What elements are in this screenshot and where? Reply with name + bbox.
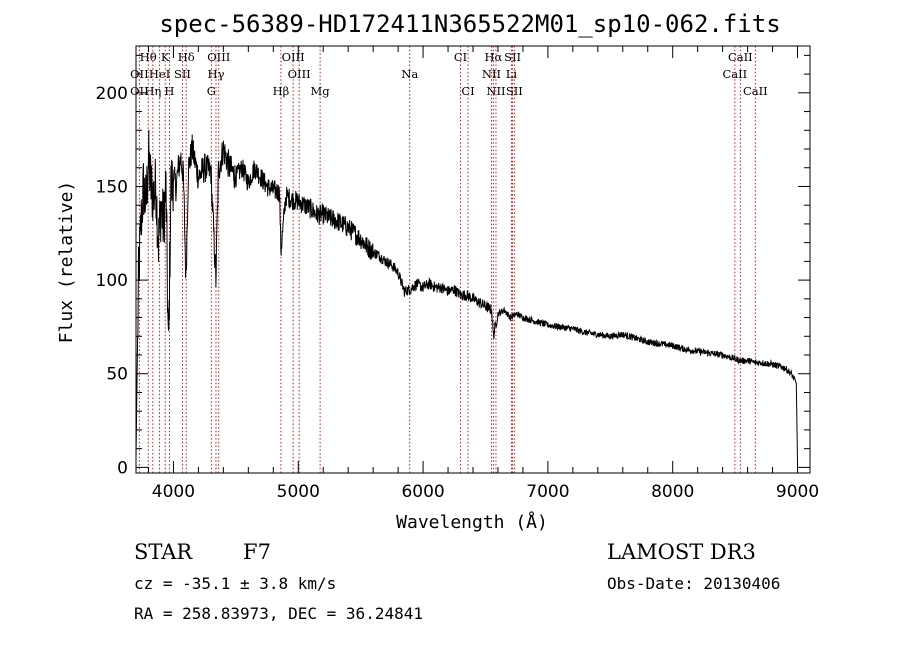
spectral-line-label: Mg <box>311 84 331 98</box>
y-tick-label: 200 <box>96 84 128 104</box>
y-tick-label: 50 <box>106 365 128 385</box>
spectral-line-label: Hδ <box>178 50 195 64</box>
spectral-line-label: K <box>161 50 170 64</box>
spectral-line-label: SII <box>506 84 523 98</box>
spectral-line-markers <box>138 46 756 473</box>
spectral-line-label: Hβ <box>273 84 290 98</box>
x-axis-label: Wavelength (Å) <box>396 511 548 533</box>
object-class: STAR <box>134 540 193 564</box>
plot-frame <box>135 45 811 474</box>
x-tick-label: 5000 <box>277 482 320 502</box>
spectral-line-label: G <box>207 84 216 98</box>
spectral-line-label: Hα <box>484 50 502 64</box>
x-axis-ticks: 4000 5000 6000 7000 8000 9000 <box>147 46 819 502</box>
x-tick-label: 9000 <box>776 482 819 502</box>
spectral-line-label: SII <box>504 50 521 64</box>
spectral-line-label: CI <box>454 50 467 64</box>
object-subclass: F7 <box>243 540 271 564</box>
spectral-line-label: CaII <box>728 50 753 64</box>
spectral-line-label: H <box>164 84 174 98</box>
spectral-line-label: Na <box>401 67 418 81</box>
spectral-line-label: NII <box>486 84 505 98</box>
spectral-line-label: CI <box>461 84 474 98</box>
y-tick-label: 150 <box>96 177 128 197</box>
coordinates-text: RA = 258.83973, DEC = 36.24841 <box>134 604 423 623</box>
spectral-line-label: OIII <box>288 67 311 81</box>
spectral-line-label: Li <box>506 67 518 81</box>
redshift-text: cz = -35.1 ± 3.8 km/s <box>134 574 337 593</box>
spectral-line-label: OIII <box>207 50 230 64</box>
x-tick-label: 6000 <box>401 482 444 502</box>
obs-date: Obs-Date: 20130406 <box>607 574 781 593</box>
y-tick-label: 100 <box>96 271 128 291</box>
survey-name: LAMOST DR3 <box>607 540 756 564</box>
x-tick-label: 7000 <box>526 482 569 502</box>
y-axis-ticks: 0 50 100 150 200 <box>96 54 810 478</box>
y-axis-label: Flux (relative) <box>56 181 77 344</box>
spectral-line-label: CaII <box>743 84 768 98</box>
x-tick-label: 8000 <box>651 482 694 502</box>
x-tick-label: 4000 <box>152 482 195 502</box>
spectral-line-label: NII <box>482 67 501 81</box>
spectral-line-label: Hθ <box>140 50 157 64</box>
spectral-line-label: OII <box>130 84 149 98</box>
spectral-line-label: CaII <box>722 67 747 81</box>
y-tick-label: 0 <box>117 458 128 478</box>
spectral-line-label: SII <box>174 67 191 81</box>
spectral-line-label: Hη <box>144 84 161 98</box>
spectral-line-label: OIII <box>282 50 305 64</box>
spectral-line-label: Hγ <box>208 67 225 81</box>
chart-title: spec-56389-HD172411N365522M01_sp10-062.f… <box>159 10 780 38</box>
spectrum-line <box>135 129 798 462</box>
spectral-line-label: HeI <box>149 67 170 81</box>
